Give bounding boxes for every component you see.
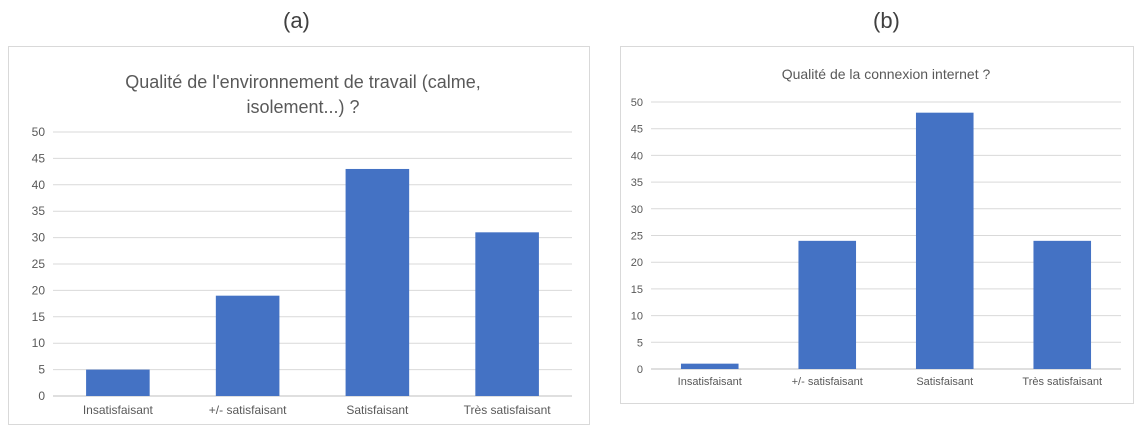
chart-a: Qualité de l'environnement de travail (c… (8, 46, 590, 425)
bar-tr-s-satisfaisant (1033, 240, 1092, 369)
y-tick-label: 35 (631, 177, 643, 189)
category-label: Très satisfaisant (464, 403, 552, 417)
y-tick-label: 10 (631, 311, 643, 323)
chart-title-line: Qualité de la connexion internet ? (782, 66, 991, 82)
bar-tr-s-satisfaisant (475, 232, 539, 396)
chart-b-svg: Qualité de la connexion internet ? 0 5 10 15… (631, 66, 1121, 388)
y-tick-label: 0 (38, 389, 45, 403)
y-tick-label: 20 (32, 283, 46, 297)
category-label: Insatisfaisant (678, 376, 742, 388)
y-tick-label: 20 (631, 257, 643, 269)
y-tick-label: 45 (32, 151, 46, 165)
category-label: Satisfaisant (916, 376, 973, 388)
y-tick-label: 40 (32, 178, 46, 192)
y-tick-label: 50 (631, 97, 643, 109)
category-label: Satisfaisant (346, 403, 409, 417)
bar-insatisfaisant (86, 369, 150, 396)
y-tick-label: 40 (631, 150, 643, 162)
y-tick-label: 5 (637, 337, 643, 349)
y-tick-label: 25 (631, 231, 643, 243)
y-tick-label: 30 (32, 231, 46, 245)
bar-satisfaisant (915, 112, 974, 370)
chart-title-line: Qualité de l'environnement de travail (c… (125, 72, 481, 92)
chart-b: Qualité de la connexion internet ? 0 5 10 15… (620, 46, 1134, 404)
bar-satisfaisant (345, 168, 410, 396)
category-label: Insatisfaisant (83, 403, 154, 417)
y-tick-label: 35 (32, 204, 46, 218)
bar-insatisfaisant (680, 363, 739, 369)
y-tick-label: 5 (38, 363, 45, 377)
y-tick-label: 25 (32, 257, 46, 271)
bar-satisfaisant (798, 240, 857, 369)
bar-satisfaisant (215, 295, 280, 396)
y-tick-label: 50 (32, 125, 46, 139)
chart-a-svg: Qualité de l'environnement de travail (c… (32, 72, 572, 417)
y-tick-label: 30 (631, 204, 643, 216)
category-label: +/- satisfaisant (209, 403, 287, 417)
y-tick-label: 0 (637, 364, 643, 376)
category-label: Très satisfaisant (1022, 376, 1102, 388)
panel-label-a: (a) (283, 8, 310, 33)
chart-title-line: isolement...) ? (246, 97, 359, 117)
category-label: +/- satisfaisant (792, 376, 863, 388)
y-tick-label: 15 (631, 284, 643, 296)
y-tick-label: 10 (32, 336, 46, 350)
panel-label-b: (b) (873, 8, 900, 33)
y-tick-label: 15 (32, 310, 46, 324)
y-tick-label: 45 (631, 124, 643, 136)
